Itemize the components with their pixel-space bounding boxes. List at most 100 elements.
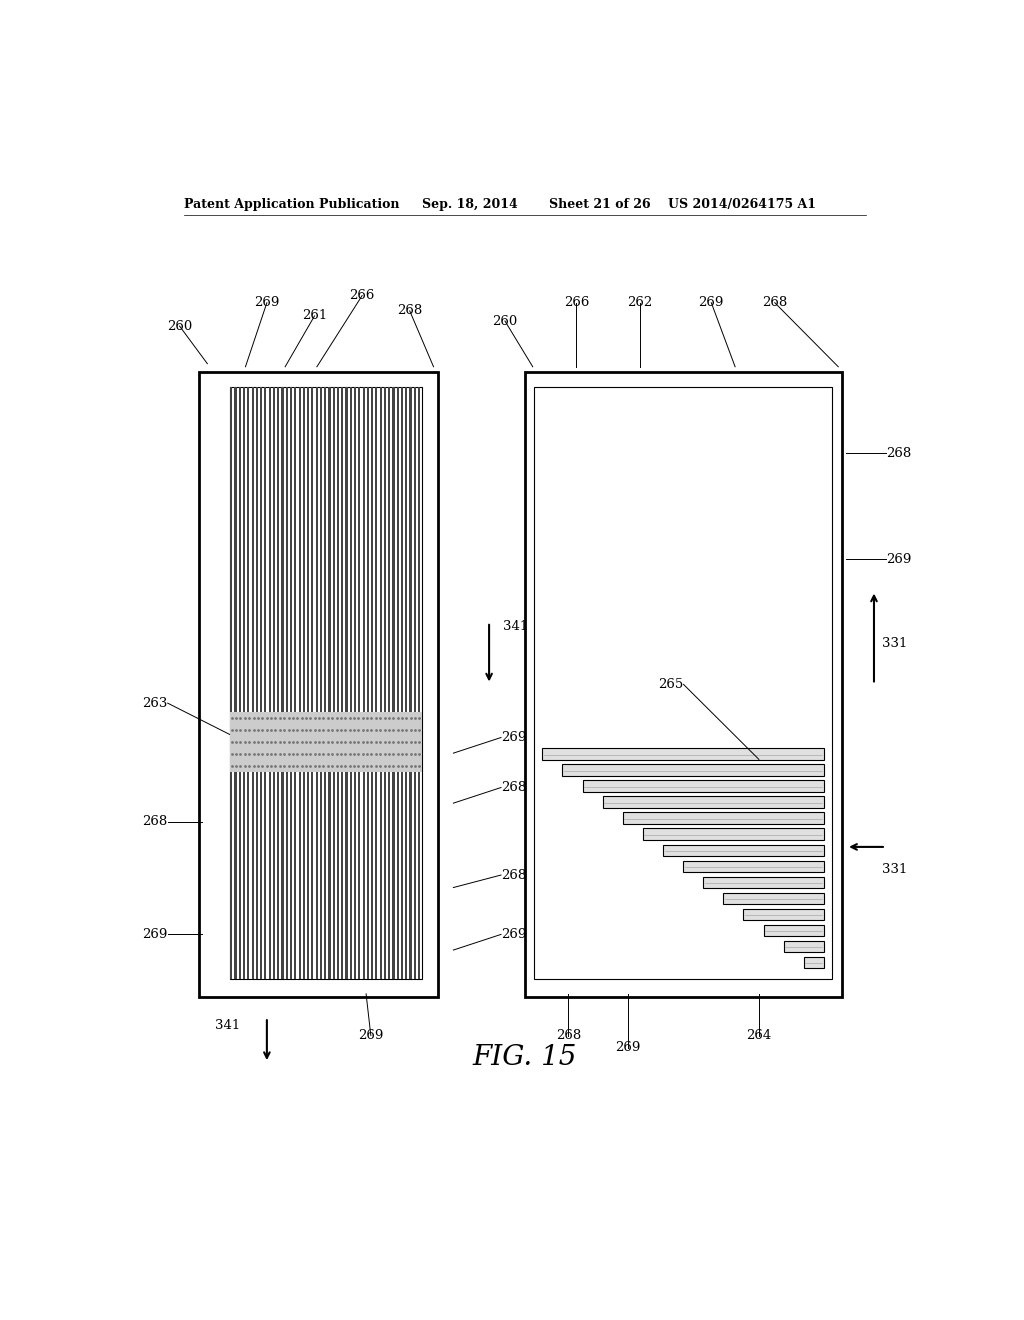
Bar [247, 387, 250, 713]
Text: 268: 268 [142, 816, 168, 829]
Bar [319, 772, 322, 978]
Bar [337, 387, 339, 713]
Bar [303, 387, 305, 713]
Bar [234, 772, 237, 978]
Bar [315, 387, 317, 713]
Text: 268: 268 [501, 781, 526, 795]
Text: 268: 268 [556, 1030, 581, 1041]
Bar [562, 764, 824, 776]
Bar [341, 387, 343, 713]
Text: 264: 264 [746, 1030, 771, 1041]
Bar [299, 772, 301, 978]
Bar [307, 772, 309, 978]
Text: 260: 260 [493, 314, 517, 327]
Bar [200, 372, 437, 997]
Bar [278, 387, 280, 713]
Bar [294, 387, 296, 713]
Bar [286, 772, 288, 978]
Bar [264, 772, 266, 978]
Bar [703, 876, 824, 888]
Text: 341: 341 [215, 1019, 241, 1032]
Text: 262: 262 [628, 296, 652, 309]
Bar [406, 772, 408, 978]
Bar [333, 387, 335, 713]
Bar [290, 387, 292, 713]
Text: 266: 266 [349, 289, 375, 302]
Bar [303, 772, 305, 978]
Text: 269: 269 [142, 928, 168, 941]
Bar [401, 772, 403, 978]
Text: US 2014/0264175 A1: US 2014/0264175 A1 [668, 198, 816, 211]
Bar [234, 387, 237, 713]
Bar [256, 387, 258, 713]
Bar [247, 772, 250, 978]
Bar [345, 772, 347, 978]
Bar [345, 387, 347, 713]
Bar [341, 772, 343, 978]
Bar [362, 772, 365, 978]
Text: Sep. 18, 2014: Sep. 18, 2014 [422, 198, 517, 211]
Bar [229, 713, 422, 772]
Bar [337, 772, 339, 978]
Bar [350, 387, 352, 713]
Bar [392, 387, 394, 713]
Bar [230, 387, 232, 713]
Bar [299, 387, 301, 713]
Bar [268, 772, 270, 978]
Bar [783, 941, 824, 953]
Text: 341: 341 [503, 620, 527, 634]
Bar [683, 861, 824, 873]
Bar [535, 387, 831, 978]
Bar [663, 845, 824, 857]
Bar [804, 957, 824, 969]
Text: 261: 261 [302, 309, 327, 322]
Bar [273, 772, 275, 978]
Bar [325, 772, 327, 978]
Bar [252, 387, 254, 713]
Bar [282, 772, 284, 978]
Bar [410, 772, 412, 978]
Bar [388, 387, 390, 713]
Bar [273, 387, 275, 713]
Text: 331: 331 [882, 638, 907, 651]
Bar [524, 372, 842, 997]
Text: 269: 269 [501, 731, 526, 744]
Bar [371, 772, 373, 978]
Bar [384, 772, 386, 978]
Bar [286, 387, 288, 713]
Bar [401, 387, 403, 713]
Bar [367, 387, 369, 713]
Text: 269: 269 [615, 1041, 641, 1055]
Text: 269: 269 [501, 928, 526, 941]
Bar [307, 387, 309, 713]
Bar [243, 387, 245, 713]
Bar [311, 387, 313, 713]
Text: 263: 263 [142, 697, 168, 710]
Text: 269: 269 [698, 296, 724, 309]
Bar [723, 892, 824, 904]
Bar [406, 387, 408, 713]
Bar [583, 780, 824, 792]
Bar [230, 772, 232, 978]
Bar [329, 387, 331, 713]
Bar [396, 772, 398, 978]
Bar [358, 387, 360, 713]
Bar [543, 748, 824, 760]
Bar [315, 772, 317, 978]
Bar [252, 772, 254, 978]
Bar [260, 772, 262, 978]
Bar [384, 387, 386, 713]
Text: 268: 268 [762, 296, 787, 309]
Bar [764, 925, 824, 936]
Bar [329, 772, 331, 978]
Bar [388, 772, 390, 978]
Bar [392, 772, 394, 978]
Bar [418, 772, 420, 978]
Text: 269: 269 [254, 296, 280, 309]
Bar [371, 387, 373, 713]
Text: FIG. 15: FIG. 15 [473, 1044, 577, 1072]
Bar [311, 772, 313, 978]
Bar [414, 387, 416, 713]
Text: 268: 268 [501, 869, 526, 882]
Bar [603, 796, 824, 808]
